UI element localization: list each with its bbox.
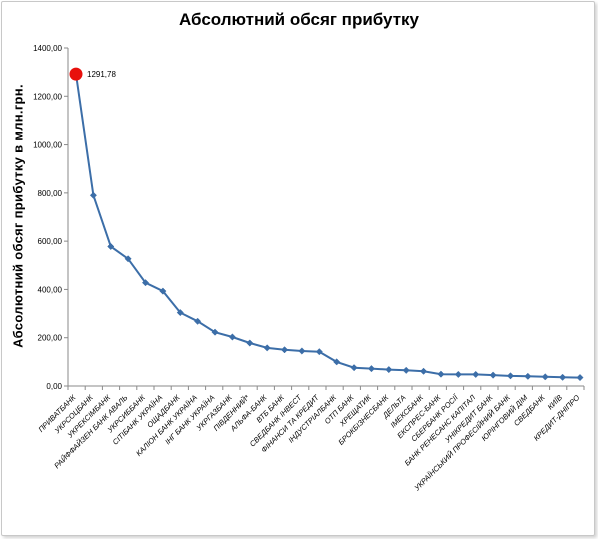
data-point bbox=[194, 317, 202, 325]
data-point bbox=[124, 255, 132, 263]
data-point bbox=[333, 358, 341, 366]
data-point bbox=[541, 373, 549, 381]
data-point bbox=[576, 373, 584, 382]
y-tick-label: 1400,00 bbox=[33, 44, 62, 53]
data-point bbox=[489, 371, 497, 379]
y-tick-label: 600,00 bbox=[38, 237, 63, 246]
data-point bbox=[420, 367, 428, 375]
data-point bbox=[89, 191, 97, 199]
data-point bbox=[228, 333, 236, 341]
y-tick-label: 800,00 bbox=[38, 189, 63, 198]
data-point bbox=[385, 366, 393, 374]
data-point bbox=[350, 364, 358, 372]
data-point bbox=[246, 339, 254, 347]
highlight-data-label: 1291,78 bbox=[87, 70, 116, 79]
chart-title: Абсолютний обсяг прибутку bbox=[178, 10, 420, 29]
data-point bbox=[176, 309, 184, 317]
data-point bbox=[211, 328, 219, 336]
data-point bbox=[402, 366, 410, 374]
series-line bbox=[75, 73, 581, 379]
data-point bbox=[559, 373, 567, 381]
y-tick-label: 0,00 bbox=[46, 382, 62, 391]
data-point bbox=[367, 365, 376, 373]
data-point bbox=[141, 279, 150, 287]
data-point bbox=[263, 344, 271, 352]
data-point bbox=[159, 287, 167, 295]
data-point bbox=[524, 372, 532, 380]
y-tick-label: 1000,00 bbox=[33, 141, 62, 150]
data-point bbox=[454, 370, 462, 378]
y-tick-label: 200,00 bbox=[38, 334, 63, 343]
data-point bbox=[437, 370, 445, 378]
data-point bbox=[107, 242, 115, 251]
highlight-point bbox=[69, 67, 83, 81]
y-tick-label: 1200,00 bbox=[33, 92, 62, 101]
y-tick-label: 400,00 bbox=[38, 285, 63, 294]
data-point bbox=[280, 346, 289, 354]
data-point bbox=[472, 370, 480, 378]
data-point bbox=[298, 347, 306, 355]
data-point bbox=[315, 348, 323, 356]
data-point bbox=[506, 372, 515, 380]
